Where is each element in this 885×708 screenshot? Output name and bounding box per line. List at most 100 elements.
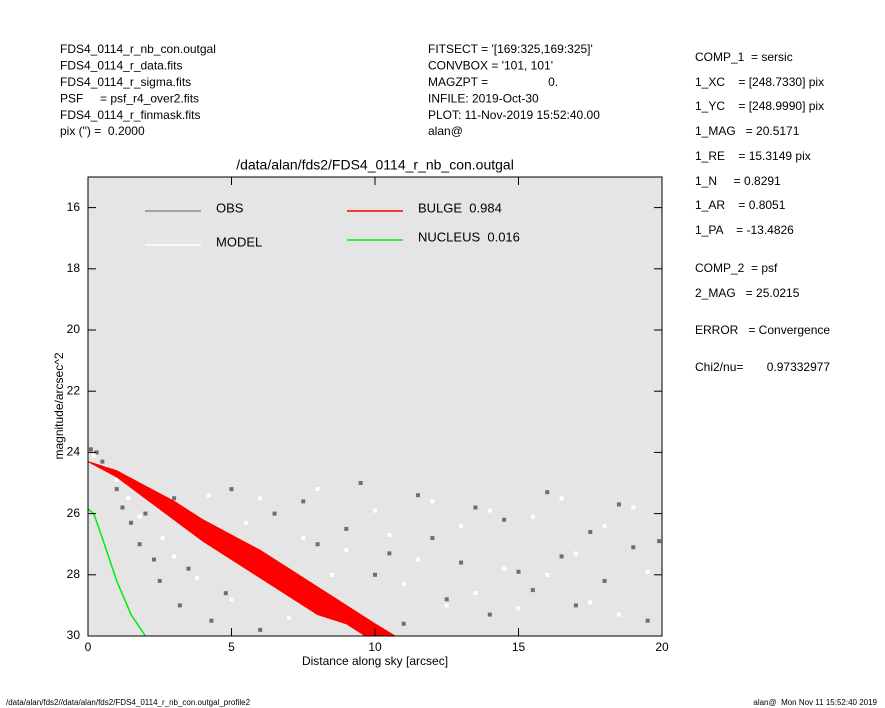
header-right-line: 1_RE = 15.3149 pix <box>695 149 811 163</box>
header-right-line: 1_MAG = 20.5171 <box>695 124 800 138</box>
data-point <box>373 572 377 577</box>
data-point <box>243 520 248 525</box>
data-point <box>172 496 177 501</box>
data-point <box>401 621 406 626</box>
x-axis-label: Distance along sky [arcsec] <box>302 654 448 668</box>
data-point <box>416 557 421 562</box>
legend-label: MODEL <box>216 234 262 249</box>
data-point <box>645 618 650 623</box>
data-point <box>530 514 535 519</box>
data-point <box>301 536 306 541</box>
x-tick-label: 10 <box>368 640 382 654</box>
data-point <box>559 554 564 559</box>
x-tick-label: 20 <box>655 640 669 654</box>
data-point <box>186 566 191 571</box>
data-point <box>616 612 621 617</box>
data-point <box>129 520 134 525</box>
header-middle-line: MAGZPT = 0. <box>428 75 558 89</box>
data-point <box>545 490 550 495</box>
header-right-line: 1_AR = 0.8051 <box>695 198 786 212</box>
data-point <box>229 597 234 602</box>
header-left-line: FDS4_0114_r_nb_con.outgal <box>60 42 216 56</box>
y-tick-label: 26 <box>67 506 81 520</box>
data-point <box>602 578 607 583</box>
y-tick-label: 30 <box>67 628 81 642</box>
data-point <box>157 578 162 583</box>
header-left-line: FDS4_0114_r_sigma.fits <box>60 75 191 89</box>
header-right-line: COMP_1 = sersic <box>695 50 793 64</box>
data-point <box>152 557 157 562</box>
data-point <box>416 493 421 498</box>
data-point <box>588 600 593 605</box>
header-right-line: 1_PA = -13.4826 <box>695 223 794 237</box>
data-point <box>315 542 320 547</box>
chart-title: /data/alan/fds2/FDS4_0114_r_nb_con.outga… <box>236 157 514 173</box>
data-point <box>223 591 228 596</box>
data-point <box>631 545 636 550</box>
legend-label: NUCLEUS 0.016 <box>418 229 520 244</box>
header-middle-line: alan@ <box>428 124 463 138</box>
data-point <box>459 560 464 565</box>
data-point <box>88 447 93 452</box>
data-point <box>387 533 392 538</box>
data-point <box>444 603 449 608</box>
data-point <box>487 612 492 617</box>
data-point <box>286 615 291 620</box>
header-left-line: pix (") = 0.2000 <box>60 124 145 138</box>
data-point <box>516 569 521 574</box>
profile-line <box>88 508 147 636</box>
header-right-line: 1_N = 0.8291 <box>695 174 781 188</box>
data-point <box>502 566 507 571</box>
data-point <box>573 551 578 556</box>
data-point <box>358 481 363 485</box>
data-point <box>195 575 200 580</box>
data-point <box>137 542 142 547</box>
data-point <box>487 508 492 513</box>
y-tick-label: 28 <box>67 567 81 581</box>
y-tick-label: 22 <box>67 383 81 397</box>
header-middle-line: INFILE: 2019-Oct-30 <box>428 91 539 105</box>
x-tick-label: 15 <box>512 640 526 654</box>
data-point <box>137 514 142 519</box>
data-point <box>657 539 662 544</box>
legend-label: BULGE 0.984 <box>418 200 502 215</box>
header-middle-line: PLOT: 11-Nov-2019 15:52:40.00 <box>428 108 600 122</box>
footer-left: /data/alan/fds2//data/alan/fds2/FDS4_011… <box>6 698 251 707</box>
data-point <box>473 591 478 596</box>
data-point <box>301 499 306 504</box>
data-point <box>172 554 177 559</box>
header-right-line: COMP_2 = psf <box>695 261 778 275</box>
data-point <box>387 551 392 556</box>
header-middle-line: CONVBOX = '101, 101' <box>428 59 553 73</box>
data-point <box>177 603 182 608</box>
header-right-line: Chi2/nu= 0.97332977 <box>695 360 830 374</box>
data-point <box>120 505 125 510</box>
header-middle-line: FITSECT = '[169:325,169:325]' <box>428 42 593 56</box>
profile-band <box>88 461 396 636</box>
data-point <box>430 536 435 541</box>
data-point <box>91 453 96 458</box>
data-point <box>258 627 263 632</box>
data-point <box>430 499 435 504</box>
data-point <box>329 572 334 577</box>
data-point <box>473 505 478 510</box>
plot-background <box>88 177 662 636</box>
data-point <box>229 487 234 492</box>
x-tick-label: 5 <box>228 640 235 654</box>
data-point <box>272 511 277 516</box>
y-tick-label: 16 <box>67 200 81 214</box>
header-right-line: 1_YC = [248.9990] pix <box>695 99 824 113</box>
data-point <box>530 588 535 593</box>
data-point <box>459 523 464 528</box>
data-point <box>344 548 349 553</box>
plot-area <box>88 447 662 636</box>
footer-right: alan@ Mon Nov 11 15:52:40 2019 <box>753 698 877 707</box>
data-point <box>602 523 607 528</box>
data-point <box>209 618 214 623</box>
header-right-line: 1_XC = [248.7330] pix <box>695 75 824 89</box>
data-point <box>516 606 521 611</box>
data-point <box>631 505 636 510</box>
header-right-line: 2_MAG = 25.0215 <box>695 286 800 300</box>
data-point <box>373 508 377 513</box>
